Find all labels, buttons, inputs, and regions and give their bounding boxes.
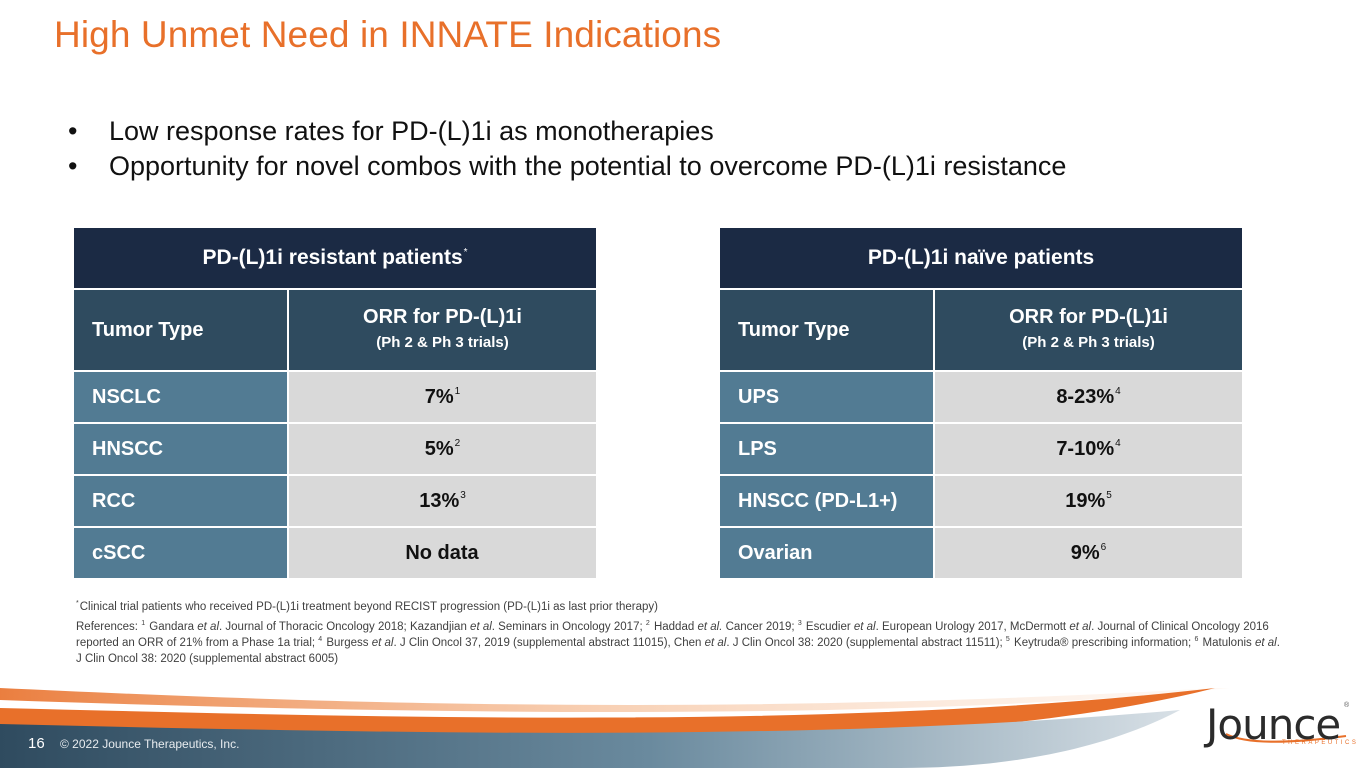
orr-cell: 19%5	[932, 474, 1245, 528]
footer-wave-graphic	[0, 688, 1230, 768]
orr-cell: 13%3	[287, 474, 598, 528]
table-title: PD-(L)1i naïve patients	[717, 226, 1245, 290]
orr-cell: 8-23%4	[932, 370, 1245, 424]
table-row: UPS 8-23%4	[718, 370, 1245, 424]
references: References: 1 Gandara et al. Journal of …	[76, 620, 1280, 665]
orr-cell: 7-10%4	[932, 422, 1245, 476]
logo-swoosh	[1225, 733, 1347, 743]
logo-registered-mark: ®	[1344, 702, 1350, 709]
logo-text: Jounce	[1206, 700, 1341, 749]
naive-patients-table: PD-(L)1i naïve patients Tumor Type ORR f…	[717, 226, 1245, 580]
reference-mark: 2	[454, 437, 461, 449]
bullet-item: Low response rates for PD-(L)1i as monot…	[68, 114, 1066, 149]
copyright: © 2022 Jounce Therapeutics, Inc.	[60, 737, 240, 751]
table-row: NSCLC 7%1	[72, 370, 598, 424]
orr-cell: 5%2	[287, 422, 598, 476]
table-row: cSCC No data	[72, 526, 598, 580]
reference-mark: 4	[1115, 385, 1121, 397]
table-row: LPS 7-10%4	[718, 422, 1245, 476]
resistant-patients-table: PD-(L)1i resistant patients* Tumor Type …	[72, 226, 598, 580]
tumor-type-cell: RCC	[72, 474, 289, 528]
reference-mark: 4	[1115, 437, 1121, 449]
table-row: Ovarian 9%6	[718, 526, 1245, 580]
table-title: PD-(L)1i resistant patients*	[72, 226, 598, 290]
asterisk-footnote: *Clinical trial patients who received PD…	[76, 600, 658, 613]
table-row: HNSCC 5%2	[72, 422, 598, 476]
column-header-orr: ORR for PD-(L)1i (Ph 2 & Ph 3 trials)	[287, 288, 598, 372]
orr-cell: 7%1	[287, 370, 598, 424]
column-header-tumor-type: Tumor Type	[718, 288, 935, 372]
tumor-type-cell: LPS	[718, 422, 935, 476]
column-header-orr: ORR for PD-(L)1i (Ph 2 & Ph 3 trials)	[932, 288, 1245, 372]
table-row: RCC 13%3	[72, 474, 598, 528]
tumor-type-cell: Ovarian	[718, 526, 935, 580]
orr-cell: 9%6	[932, 526, 1245, 580]
tumor-type-cell: cSCC	[72, 526, 289, 580]
slide-title: High Unmet Need in INNATE Indications	[54, 14, 722, 55]
bullet-list: Low response rates for PD-(L)1i as monot…	[68, 114, 1066, 184]
reference-mark: 5	[1106, 489, 1112, 501]
tumor-type-cell: HNSCC	[72, 422, 289, 476]
column-header-tumor-type: Tumor Type	[72, 288, 289, 372]
table-row: HNSCC (PD-L1+) 19%5	[718, 474, 1245, 528]
reference-mark: 6	[1100, 541, 1107, 553]
reference-mark: 1	[454, 385, 461, 397]
jounce-logo: Jounce THERAPEUTICS ®	[1206, 700, 1356, 760]
tumor-type-cell: UPS	[718, 370, 935, 424]
orr-cell: No data	[287, 526, 598, 580]
tumor-type-cell: NSCLC	[72, 370, 289, 424]
reference-mark: 3	[460, 489, 466, 501]
logo-tagline: THERAPEUTICS	[1282, 740, 1359, 746]
bullet-item: Opportunity for novel combos with the po…	[68, 149, 1066, 184]
tumor-type-cell: HNSCC (PD-L1+)	[718, 474, 935, 528]
page-number: 16	[28, 735, 45, 752]
asterisk-mark: *	[463, 247, 468, 258]
